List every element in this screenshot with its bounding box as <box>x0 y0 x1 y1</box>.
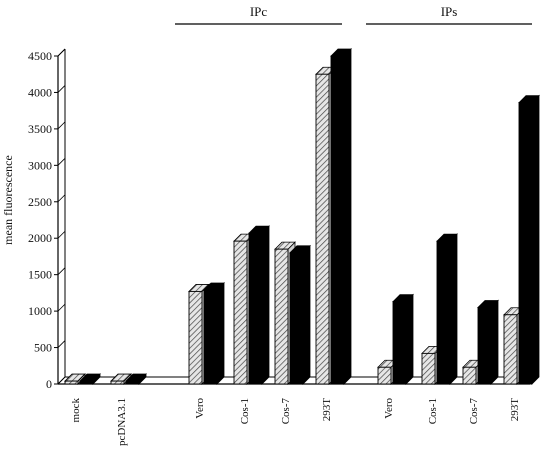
bar-solid <box>125 373 147 385</box>
bar-solid <box>248 225 270 385</box>
bar-side <box>490 299 499 385</box>
bar-solid <box>477 299 499 385</box>
y-tick-label: 1000 <box>28 304 52 318</box>
bar-side <box>405 293 414 385</box>
bar-front <box>330 55 345 385</box>
category-label: Vero <box>194 398 206 419</box>
y-tick-label: 0 <box>46 377 52 391</box>
y-tick-depth <box>57 48 66 57</box>
category-label: 293T <box>509 398 521 422</box>
bar-front <box>188 290 203 385</box>
bar-solid <box>436 233 458 385</box>
y-tick-depth <box>57 85 66 93</box>
bar-front <box>274 248 289 385</box>
bar-front <box>110 380 125 385</box>
bar-front <box>436 240 451 385</box>
y-tick-depth <box>57 230 66 239</box>
category-label: Cos-1 <box>427 398 439 424</box>
bar-front <box>248 232 263 385</box>
bar-side <box>343 48 352 385</box>
category-label: mock <box>70 398 82 423</box>
bar-front <box>462 366 477 385</box>
bar-solid <box>79 373 101 385</box>
bar-front <box>203 289 218 385</box>
category-label: Cos-1 <box>239 398 251 424</box>
bar-solid <box>289 244 311 385</box>
bar-side <box>531 94 540 385</box>
category-label: Vero <box>383 398 395 419</box>
y-tick-depth <box>57 303 66 312</box>
bars-layer <box>64 48 540 385</box>
bar-front <box>125 380 140 385</box>
category-label: 293T <box>321 398 333 422</box>
bar-side <box>261 225 270 385</box>
y-tick-label: 3500 <box>28 122 52 136</box>
bar-front <box>421 352 436 385</box>
category-label: pcDNA3.1 <box>116 398 128 446</box>
y-tick-depth <box>57 376 66 385</box>
bar-front <box>233 240 248 385</box>
bar-front <box>377 366 392 385</box>
bar-side <box>449 233 458 385</box>
bar-front <box>477 307 492 385</box>
bar-solid <box>330 48 352 385</box>
bar-side <box>302 244 311 385</box>
bar-front <box>503 314 518 385</box>
y-tick-depth <box>57 340 66 348</box>
bar-solid <box>392 293 414 385</box>
category-label: Cos-7 <box>468 398 480 425</box>
y-tick-label: 2000 <box>28 231 52 245</box>
bar-solid <box>203 282 225 385</box>
y-tick-label: 4500 <box>28 49 52 63</box>
group-label: IPs <box>441 4 458 19</box>
y-tick-label: 1500 <box>28 268 52 282</box>
bar-solid <box>518 94 540 385</box>
y-tick-label: 4000 <box>28 85 52 99</box>
bar-front <box>392 301 407 385</box>
y-tick-depth <box>57 194 66 203</box>
y-tick-depth <box>57 267 66 275</box>
bar-front <box>64 380 79 385</box>
y-tick-depth <box>57 121 66 130</box>
bar-front <box>289 252 304 385</box>
bar-front <box>79 380 94 385</box>
category-label: Cos-7 <box>280 398 292 425</box>
group-label: IPc <box>250 4 268 19</box>
y-tick-label: 2500 <box>28 195 52 209</box>
y-tick-depth <box>57 158 66 166</box>
y-tick-label: 500 <box>34 341 52 355</box>
labels-layer: 0 500 1000 1500 2000 2500 3000 3500 4000 4500 mean… <box>1 4 521 446</box>
y-axis-title: mean fluorescence <box>1 155 15 245</box>
bar-side <box>216 282 225 385</box>
bar-front <box>518 102 533 385</box>
y-tick-label: 3000 <box>28 158 52 172</box>
bar-front <box>315 73 330 385</box>
